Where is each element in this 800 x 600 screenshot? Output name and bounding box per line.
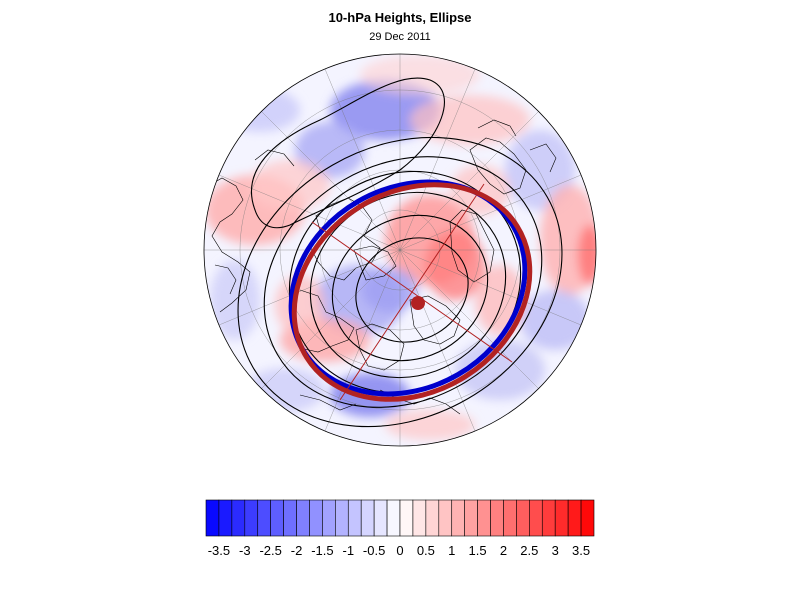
ellipse-center-marker	[411, 296, 425, 310]
colorbar-box	[373, 499, 388, 537]
colorbar: -3.5 -3 -2.5 -2 -1.5 -1 -0.5 0 0.5 1 1.5 2 2.5 3 3.5	[205, 499, 595, 558]
chart-title: 10-hPa Heights, Ellipse	[328, 10, 472, 25]
colorbar-tick-label: 2.5	[520, 543, 538, 558]
globe-outline	[203, 53, 597, 447]
colorbar-box	[322, 499, 336, 537]
coastlines	[209, 119, 557, 415]
colorbar-box	[567, 499, 582, 537]
colorbar-box	[296, 499, 310, 537]
colorbar-box	[309, 499, 323, 537]
colorbar-tick-label: 0.5	[417, 543, 435, 558]
colorbar-box	[580, 499, 595, 537]
colorbar-tick-label: 1	[448, 543, 455, 558]
chart-date: 29 Dec 2011	[369, 31, 431, 43]
colorbar-box	[503, 499, 517, 537]
colorbar-tick-label: -3	[239, 543, 251, 558]
colorbar-box	[244, 499, 259, 537]
colorbar-box	[477, 499, 491, 537]
colorbar-box	[399, 499, 414, 537]
colorbar-box	[257, 499, 271, 537]
latitude-longitude-grid	[204, 54, 596, 446]
colorbar-tick-label: -0.5	[363, 543, 385, 558]
ellipse-axes	[311, 183, 513, 401]
colorbar-box	[425, 499, 440, 537]
colorbar-tick-label: -2.5	[259, 543, 281, 558]
height-contours	[237, 77, 563, 428]
colorbar-box	[554, 499, 569, 537]
colorbar-tick-label: 2	[500, 543, 507, 558]
colorbar-box	[360, 499, 375, 537]
colorbar-box	[270, 499, 284, 537]
fitted-ellipse	[291, 182, 533, 402]
colorbar-tick-label: -3.5	[208, 543, 230, 558]
polar-map	[203, 53, 597, 447]
colorbar-box	[529, 499, 543, 537]
colorbar-box	[438, 499, 453, 537]
colorbar-boxes	[205, 499, 595, 537]
colorbar-box	[490, 499, 504, 537]
colorbar-box	[218, 499, 233, 537]
colorbar-box	[464, 499, 478, 537]
colorbar-box	[205, 499, 220, 537]
colorbar-box	[412, 499, 427, 537]
colorbar-box	[451, 499, 465, 537]
colorbar-box	[516, 499, 530, 537]
colorbar-box	[347, 499, 362, 537]
colorbar-labels: -3.5 -3 -2.5 -2 -1.5 -1 -0.5 0 0.5 1 1.5 2 2.5 3 3.5	[208, 543, 590, 558]
colorbar-box	[386, 499, 401, 537]
colorbar-tick-label: 0	[396, 543, 403, 558]
colorbar-tick-label: 1.5	[469, 543, 487, 558]
colorbar-box	[283, 499, 297, 537]
colorbar-tick-label: 3	[552, 543, 559, 558]
colorbar-box	[231, 499, 246, 537]
colorbar-tick-label: -1	[342, 543, 354, 558]
colorbar-tick-label: -2	[291, 543, 303, 558]
colorbar-box	[335, 499, 349, 537]
colorbar-box	[541, 499, 556, 537]
colorbar-tick-label: -1.5	[311, 543, 333, 558]
colorbar-tick-label: 3.5	[572, 543, 590, 558]
